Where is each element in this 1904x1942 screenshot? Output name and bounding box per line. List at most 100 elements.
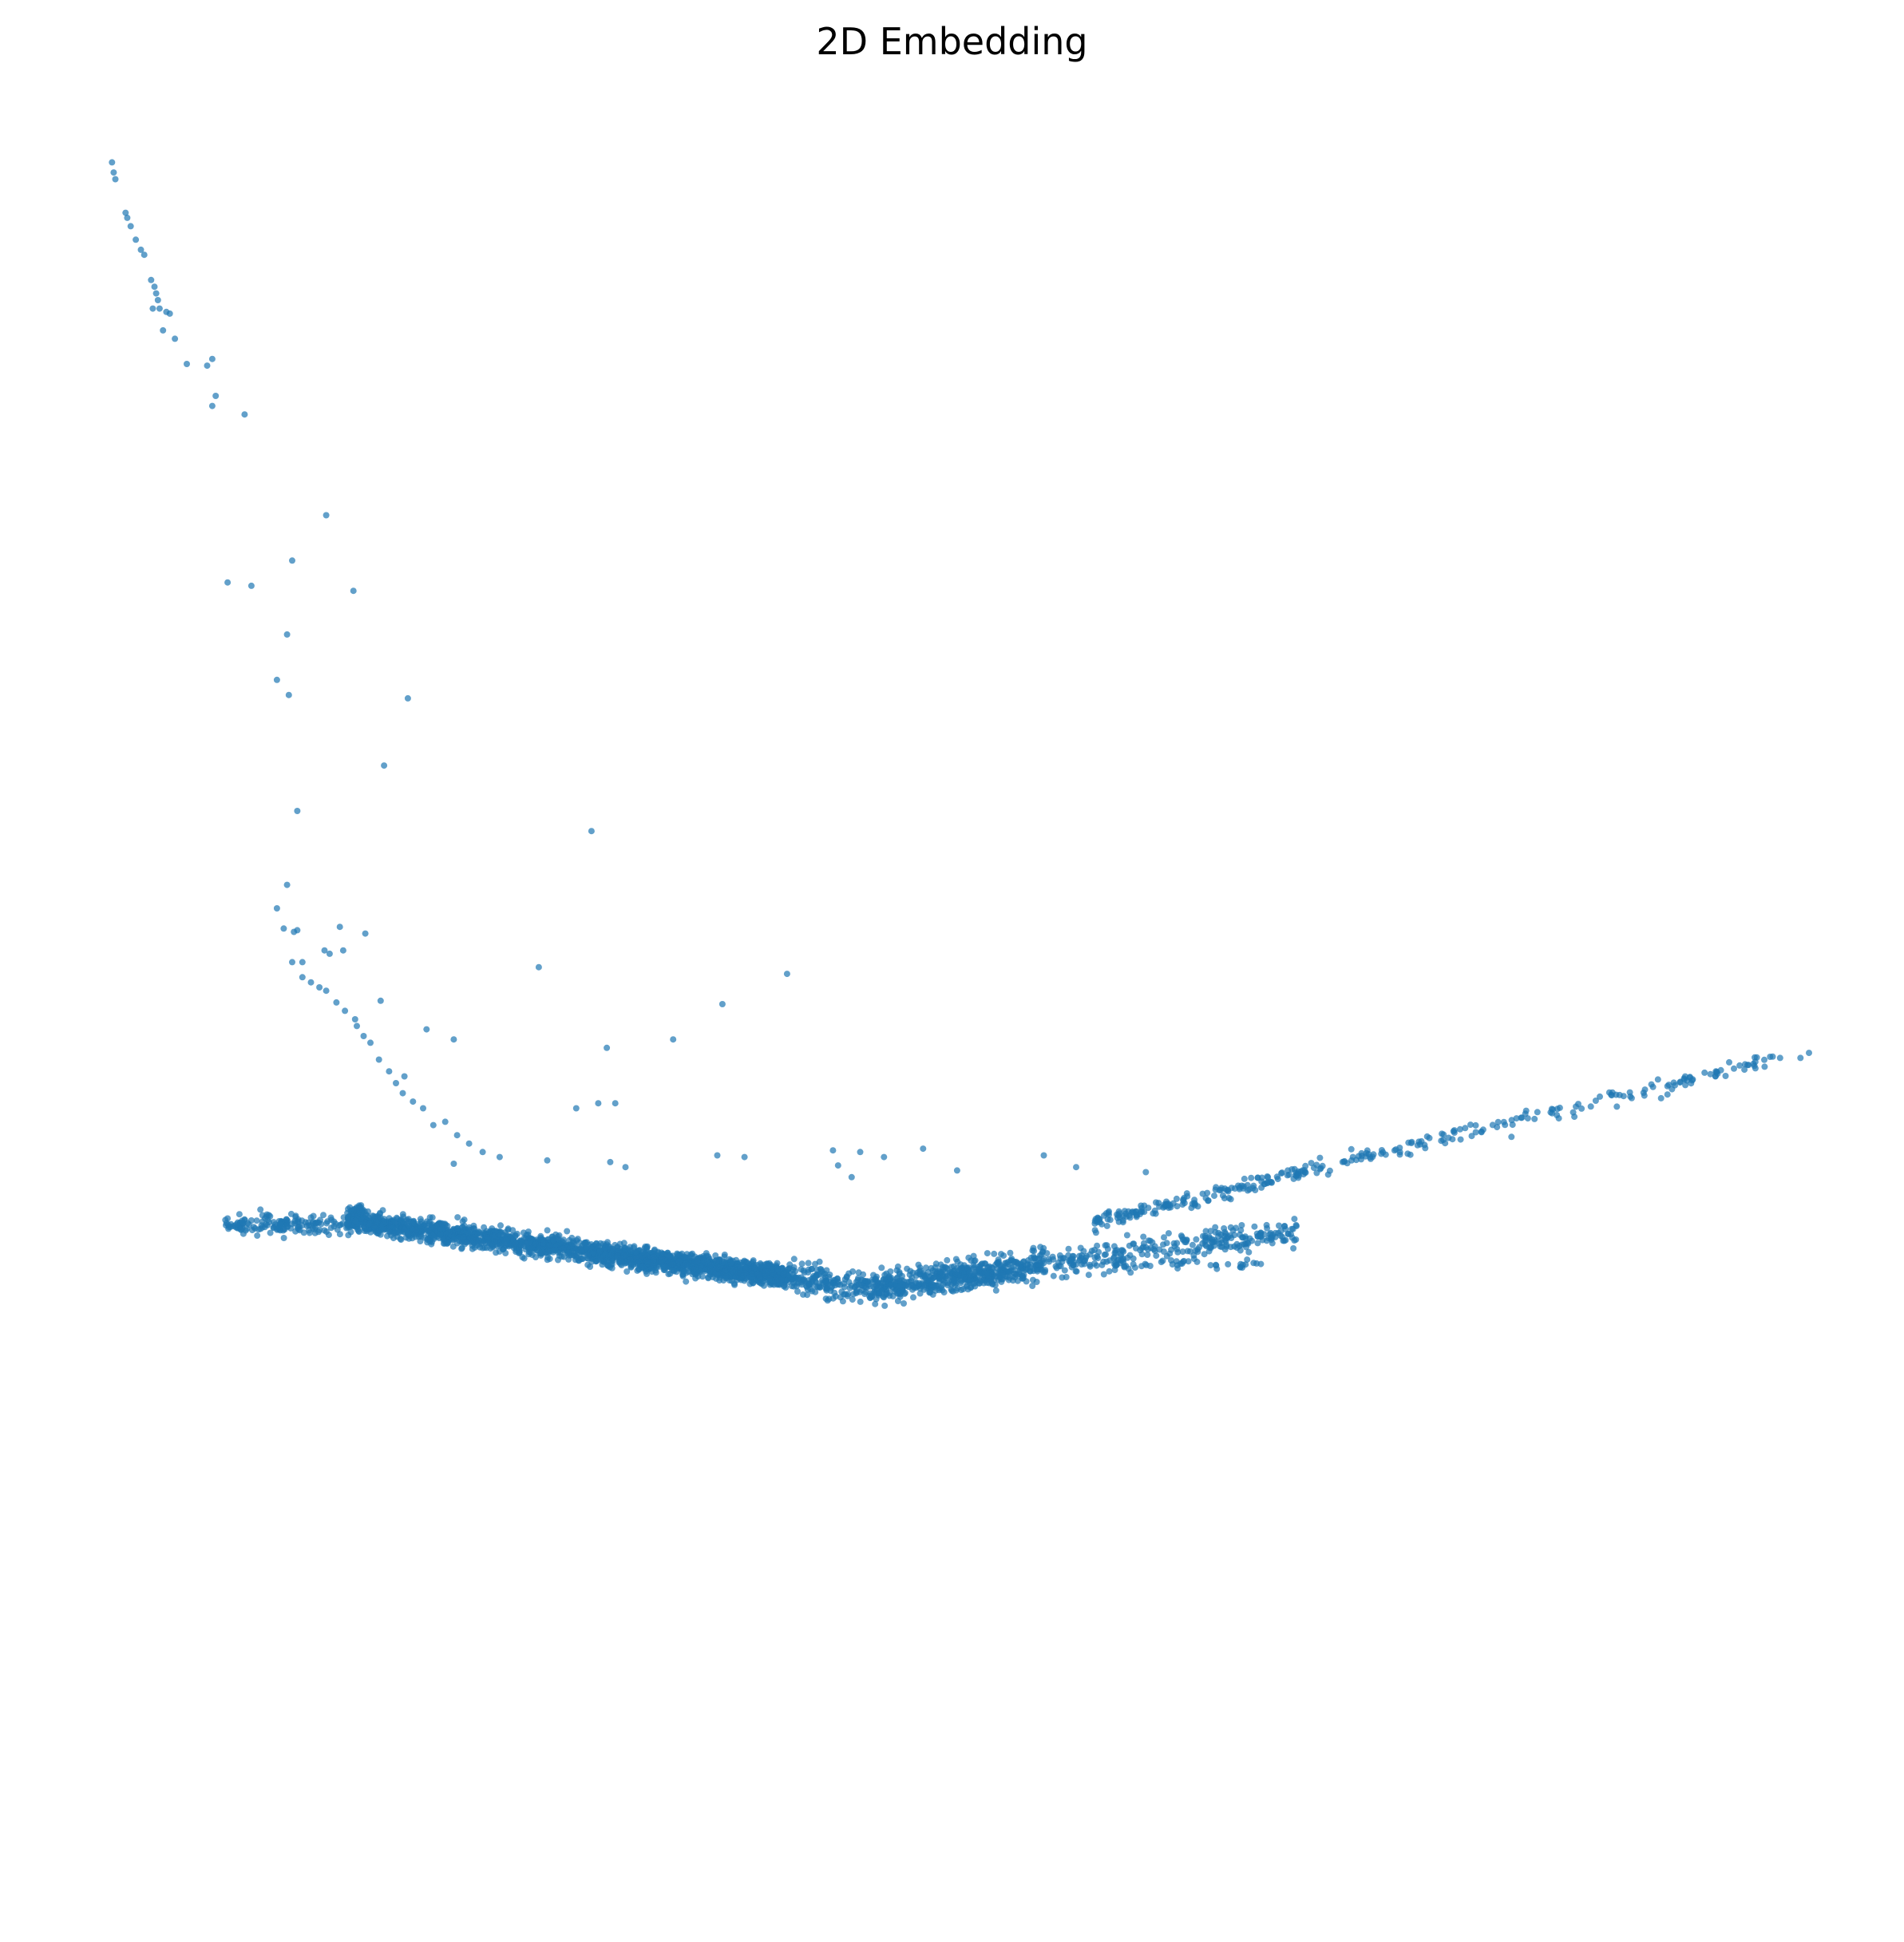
scatter-point xyxy=(262,1220,269,1228)
scatter-point xyxy=(564,1228,571,1235)
scatter-point xyxy=(785,1272,792,1280)
scatter-point xyxy=(1170,1240,1178,1247)
scatter-point xyxy=(429,1232,437,1239)
scatter-point xyxy=(1641,1092,1648,1099)
scatter-point xyxy=(1251,1223,1258,1230)
scatter-point xyxy=(859,1277,866,1283)
scatter-point xyxy=(299,959,306,966)
scatter-point xyxy=(558,1238,565,1244)
scatter-point xyxy=(437,1231,444,1238)
scatter-point xyxy=(1744,1062,1751,1069)
scatter-point xyxy=(1118,1247,1125,1254)
scatter-point xyxy=(350,1206,358,1213)
scatter-point xyxy=(321,1227,328,1234)
scatter-point xyxy=(1657,1094,1665,1102)
scatter-point xyxy=(920,1145,927,1153)
scatter-point xyxy=(616,1247,623,1254)
scatter-point xyxy=(1069,1252,1076,1260)
scatter-point xyxy=(668,1260,675,1268)
scatter-point xyxy=(1686,1074,1693,1081)
scatter-point xyxy=(328,1216,335,1224)
scatter-point xyxy=(790,1271,797,1278)
scatter-point xyxy=(560,1245,567,1252)
scatter-point xyxy=(1111,1249,1118,1256)
scatter-point xyxy=(1524,1115,1531,1122)
scatter-point xyxy=(634,1260,641,1267)
scatter-point xyxy=(1440,1131,1447,1138)
scatter-point xyxy=(465,1140,473,1147)
scatter-point xyxy=(984,1264,992,1271)
dense-cluster xyxy=(222,1053,1776,1309)
scatter-point xyxy=(336,924,343,931)
scatter-point xyxy=(698,1264,705,1272)
scatter-point xyxy=(1415,1138,1423,1145)
scatter-point xyxy=(339,1220,346,1227)
scatter-point xyxy=(497,1222,504,1229)
scatter-point xyxy=(1513,1115,1520,1122)
scatter-point xyxy=(881,1294,888,1301)
scatter-point xyxy=(881,1153,888,1161)
scatter-point xyxy=(545,1247,552,1254)
scatter-point xyxy=(1261,1231,1268,1238)
scatter-point xyxy=(915,1261,922,1268)
scatter-point xyxy=(1065,1245,1072,1252)
scatter-point xyxy=(545,1242,552,1249)
scatter-point xyxy=(366,1220,373,1228)
scatter-point xyxy=(763,1262,770,1269)
scatter-point xyxy=(1215,1229,1222,1236)
scatter-point xyxy=(237,1226,244,1232)
scatter-point xyxy=(1038,1266,1045,1273)
scatter-point xyxy=(1348,1145,1355,1153)
scatter-point xyxy=(253,1217,260,1224)
scatter-point xyxy=(572,1105,580,1112)
scatter-point xyxy=(1174,1248,1182,1256)
scatter-point xyxy=(1245,1248,1253,1256)
scatter-point xyxy=(417,1238,424,1244)
scatter-point xyxy=(1278,1169,1285,1177)
scatter-point xyxy=(280,925,287,932)
scatter-point xyxy=(339,947,346,954)
scatter-point xyxy=(992,1287,1000,1294)
scatter-point xyxy=(794,1288,801,1295)
scatter-point xyxy=(1174,1203,1181,1210)
scatter-point xyxy=(1290,1245,1297,1252)
scatter-point xyxy=(1761,1056,1767,1063)
scatter-point xyxy=(503,1236,510,1243)
scatter-point xyxy=(1080,1248,1087,1255)
scatter-point xyxy=(1494,1118,1502,1125)
scatter-point xyxy=(1100,1271,1107,1278)
scatter-points xyxy=(109,159,1812,1182)
scatter-point xyxy=(927,1287,934,1295)
scatter-point xyxy=(700,1257,707,1264)
scatter-point xyxy=(1648,1081,1655,1088)
scatter-point xyxy=(401,1073,408,1080)
scatter-point xyxy=(1252,1187,1259,1193)
scatter-point xyxy=(633,1254,640,1261)
scatter-point xyxy=(204,362,211,370)
scatter-point xyxy=(1326,1167,1333,1174)
scatter-point xyxy=(699,1273,706,1280)
scatter-point xyxy=(612,1100,619,1107)
scatter-point xyxy=(1701,1069,1708,1076)
scatter-point xyxy=(652,1269,659,1276)
scatter-point xyxy=(639,1248,646,1256)
scatter-point xyxy=(454,1214,461,1221)
scatter-point xyxy=(1131,1264,1138,1272)
scatter-point xyxy=(1031,1248,1038,1255)
scatter-point xyxy=(1244,1187,1251,1194)
scatter-point xyxy=(896,1283,903,1291)
scatter-point xyxy=(1707,1070,1714,1078)
scatter-point xyxy=(713,1258,720,1265)
scatter-point xyxy=(525,1251,532,1258)
scatter-point xyxy=(1500,1118,1507,1125)
scatter-point xyxy=(1554,1105,1561,1113)
scatter-point xyxy=(1061,1267,1068,1274)
scatter-point xyxy=(823,1287,830,1294)
scatter-point xyxy=(1316,1165,1324,1173)
scatter-point xyxy=(1522,1107,1530,1114)
scatter-point xyxy=(1682,1082,1689,1089)
scatter-point xyxy=(1130,1255,1137,1262)
scatter-point xyxy=(1726,1058,1732,1066)
scatter-point xyxy=(1040,1152,1047,1159)
scatter-point xyxy=(340,1214,347,1221)
